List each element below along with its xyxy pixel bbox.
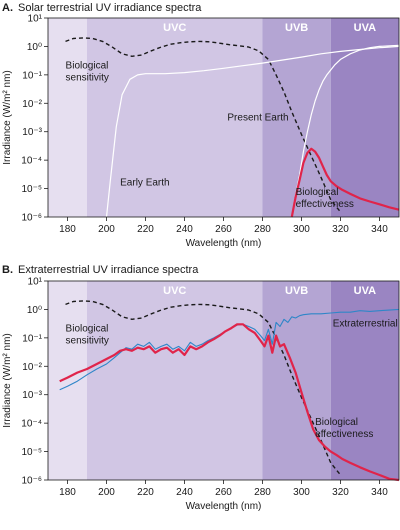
x-tick-label: 240	[176, 487, 193, 498]
x-tick-label: 280	[254, 224, 271, 235]
x-tick-label: 180	[59, 224, 76, 235]
y-tick-label: 10⁰	[27, 305, 42, 316]
annotation-label: sensitivity	[66, 335, 109, 346]
series-line-effectiveness	[290, 147, 400, 218]
band-label-uvc: UVC	[163, 285, 186, 297]
annotation-label: Early Earth	[120, 177, 169, 188]
y-tick-label: 10⁻³	[22, 127, 42, 138]
y-tick-label: 10⁻⁶	[21, 213, 42, 224]
x-tick-label: 200	[98, 224, 115, 235]
band-label-uva: UVA	[354, 285, 376, 297]
y-tick-label: 10⁻⁶	[21, 476, 42, 487]
x-tick-label: 300	[293, 487, 310, 498]
y-tick-label: 10⁻⁵	[21, 184, 42, 195]
y-tick-label: 10⁻⁴	[21, 419, 42, 430]
band-uva	[330, 18, 399, 217]
x-tick-label: 300	[293, 224, 310, 235]
x-tick-label: 320	[332, 487, 349, 498]
region-below-uvc	[48, 281, 87, 480]
x-tick-label: 260	[215, 224, 232, 235]
x-tick-label: 220	[137, 224, 154, 235]
y-tick-label: 10⁻²	[22, 362, 42, 373]
series-line-effectiveness	[59, 323, 400, 482]
x-tick-label: 340	[371, 224, 388, 235]
annotation-label: effectiveness	[296, 199, 354, 210]
band-uva	[330, 281, 399, 480]
band-label-uvb: UVB	[285, 285, 308, 297]
y-tick-label: 10⁻⁴	[21, 156, 42, 167]
x-axis-label: Wavelength (nm)	[186, 501, 262, 512]
band-uvb	[262, 18, 331, 217]
y-axis-label: Irradiance (W/m² nm)	[2, 70, 13, 164]
band-label-uvb: UVB	[285, 22, 308, 34]
annotation-label: Biological	[296, 187, 339, 198]
y-tick-label: 10⁰	[27, 42, 42, 53]
chart-panel-b: B. Extraterrestrial UV irradiance spectra…	[2, 264, 400, 512]
x-tick-label: 260	[215, 487, 232, 498]
y-tick-label: 10⁻⁵	[21, 447, 42, 458]
y-tick-label: 10⁻²	[22, 99, 42, 110]
series-line-present-earth	[291, 44, 400, 218]
annotation-label: Biological	[66, 60, 109, 71]
plot-frame	[47, 17, 400, 218]
x-tick-label: 340	[371, 487, 388, 498]
panel-label: B.	[2, 264, 13, 276]
x-tick-label: 320	[332, 224, 349, 235]
annotation-label: effectiveness	[315, 429, 373, 440]
band-uvb	[262, 281, 331, 480]
plot-frame	[47, 280, 400, 481]
annotation-label: sensitivity	[66, 72, 109, 83]
y-tick-label: 10¹	[28, 14, 43, 25]
y-tick-label: 10⁻¹	[22, 333, 42, 344]
series-line-early-earth	[105, 45, 400, 218]
band-label-uva: UVA	[354, 22, 376, 34]
band-uvc	[87, 18, 263, 217]
panel-label: A.	[2, 2, 13, 14]
x-tick-label: 200	[98, 487, 115, 498]
annotation-label: Present Earth	[227, 112, 288, 123]
annotation-label: Biological	[66, 323, 109, 334]
chart-title: Solar terrestrial UV irradiance spectra	[18, 2, 202, 14]
y-axis-label: Irradiance (W/m² nm)	[2, 333, 13, 427]
band-label-uvc: UVC	[163, 22, 186, 34]
y-tick-label: 10⁻³	[22, 390, 42, 401]
x-tick-label: 240	[176, 224, 193, 235]
region-below-uvc	[48, 18, 87, 217]
series-line-sensitivity	[65, 300, 342, 476]
y-tick-label: 10¹	[28, 277, 43, 288]
annotation-label: Extraterrestrial	[333, 319, 398, 330]
y-tick-label: 10⁻¹	[22, 70, 42, 81]
series-line-sensitivity	[65, 37, 342, 213]
band-uvc	[87, 281, 263, 480]
annotation-label: Biological	[315, 417, 358, 428]
x-tick-label: 220	[137, 487, 154, 498]
chart-panel-a: A. Solar terrestrial UV irradiance spectr…	[2, 2, 400, 249]
x-axis-label: Wavelength (nm)	[186, 238, 262, 249]
chart-title: Extraterrestrial UV irradiance spectra	[18, 264, 199, 276]
x-tick-label: 180	[59, 487, 76, 498]
x-tick-label: 280	[254, 487, 271, 498]
